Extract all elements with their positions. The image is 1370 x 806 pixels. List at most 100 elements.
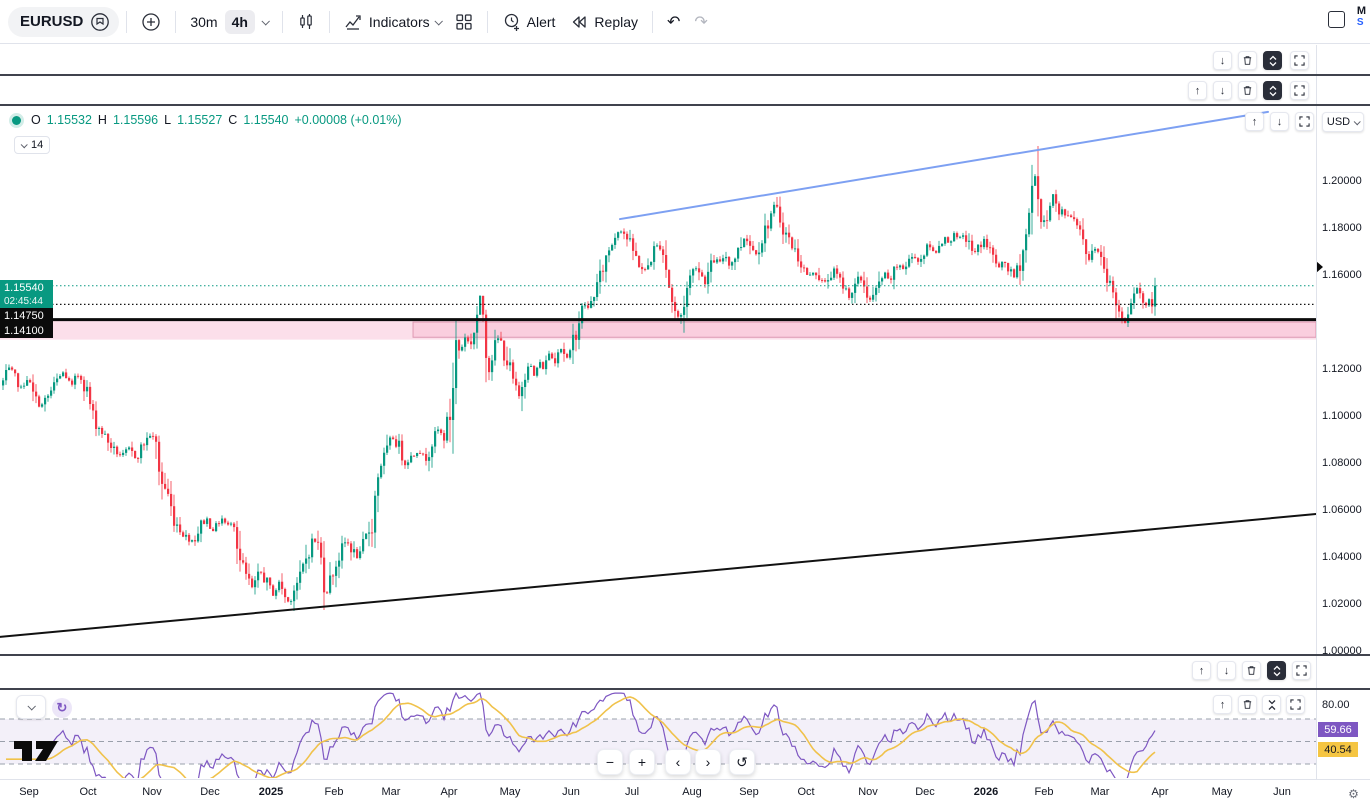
time-tick: Apr [1151, 786, 1169, 798]
time-tick: Aug [682, 786, 702, 798]
currency-label: USD [1326, 116, 1351, 128]
collapsed-indicators-chip[interactable]: 14 [14, 136, 51, 154]
price-tick: 1.20000 [1322, 175, 1362, 187]
pane2-fullscreen-button[interactable] [1290, 81, 1309, 100]
zoom-out-button[interactable]: − [597, 749, 623, 775]
pane2-move-down-button[interactable]: ↓ [1213, 81, 1232, 100]
pane2-maximize-button[interactable] [1263, 81, 1282, 100]
zoom-in-button[interactable]: + [629, 749, 655, 775]
pane3-maximize-button[interactable] [1267, 661, 1286, 680]
chevron-down-icon [20, 140, 28, 148]
symbol-search-button[interactable]: EURUSD [8, 6, 120, 37]
price-tick: 1.04000 [1322, 551, 1362, 563]
scroll-right-button[interactable]: › [695, 749, 721, 775]
time-tick: Nov [858, 786, 878, 798]
bar-countdown-label: 02:45:44 [0, 295, 53, 308]
rsi-pane-delete-button[interactable] [1238, 695, 1257, 714]
pane-separator[interactable] [0, 74, 1370, 76]
chart-style-button[interactable] [290, 9, 322, 35]
indicator-count: 14 [31, 139, 44, 151]
rsi-pane-move-up-button[interactable]: ↑ [1213, 695, 1232, 714]
main-pane-fullscreen-button[interactable] [1295, 112, 1314, 131]
chevron-down-icon [261, 16, 270, 26]
pane3-fullscreen-button[interactable] [1292, 661, 1311, 680]
rsi-pane-collapse-button[interactable] [1262, 695, 1281, 714]
pane1-fullscreen-button[interactable] [1290, 51, 1309, 70]
pane-separator[interactable] [0, 688, 1370, 690]
price-scale[interactable]: 1.20000 1.18000 1.16000 1.12000 1.10000 1.080… [1317, 45, 1370, 779]
low-label: L [164, 113, 172, 127]
compare-add-button[interactable] [134, 8, 168, 36]
indicators-button[interactable]: Indicators [337, 8, 448, 36]
chevron-down-icon [434, 16, 443, 26]
redo-button[interactable]: ↷ [687, 8, 714, 36]
pane2-move-up-button[interactable]: ↑ [1188, 81, 1207, 100]
time-tick: Dec [915, 786, 935, 798]
rsi-ma-value-label: 40.54 [1318, 742, 1358, 757]
rsi-pane-fullscreen-button[interactable] [1286, 695, 1305, 714]
price-scale-marker [1316, 261, 1323, 273]
scroll-left-button[interactable]: ‹ [665, 749, 691, 775]
time-tick: Jun [1273, 786, 1291, 798]
timescale-settings-gear-icon[interactable]: ⚙ [1348, 786, 1359, 801]
pane-separator[interactable] [0, 654, 1370, 656]
time-tick: May [1211, 786, 1233, 798]
toolbar-separator [486, 10, 488, 33]
price-tick: 1.06000 [1322, 504, 1362, 516]
time-tick: Mar [381, 786, 401, 798]
time-scale[interactable]: ⚙ Sep Oct Nov Dec 2025 Feb Mar Apr May Jun Jul Aug S… [0, 779, 1370, 806]
rsi-value-label: 59.66 [1318, 722, 1358, 737]
pane2-delete-button[interactable] [1238, 81, 1257, 100]
time-tick: Feb [324, 786, 344, 798]
price-axis-border [1316, 45, 1317, 779]
clipped-panel-text: M S [1356, 5, 1366, 29]
pane1-maximize-button[interactable] [1263, 51, 1282, 70]
main-pane-move-down-button[interactable]: ↓ [1270, 112, 1289, 131]
screenshot-square-icon[interactable] [1327, 11, 1345, 28]
trendline-ascending-resistance [619, 110, 1269, 221]
price-tick: 1.02000 [1322, 598, 1362, 610]
low-value: 1.15527 [177, 113, 223, 127]
toolbar-separator [281, 10, 283, 33]
time-tick: Oct [797, 786, 815, 798]
pane1-delete-button[interactable] [1238, 51, 1257, 70]
rsi-ma-line [6, 696, 1156, 778]
corner-widgets: M S [1327, 5, 1366, 29]
undo-button[interactable]: ↶ [660, 8, 687, 36]
ohlc-legend[interactable]: O 1.15532 H 1.15596 L 1.15527 C 1.15540 +0.0… [12, 113, 402, 127]
top-toolbar: EURUSD 30m 4h Indicators Alert [0, 0, 1370, 44]
interval-4h-button[interactable]: 4h [224, 9, 255, 34]
clipped-text-line1: M [1356, 5, 1366, 17]
pane3-delete-button[interactable] [1242, 661, 1261, 680]
chevron-down-icon [27, 702, 36, 711]
replay-label: Replay [594, 13, 639, 30]
time-tick: Jul [624, 786, 640, 798]
reset-view-button[interactable]: ↺ [729, 749, 755, 775]
toolbar-separator [652, 10, 654, 33]
pane3-move-up-button[interactable]: ↑ [1192, 661, 1211, 680]
main-pane-move-up-button[interactable]: ↑ [1245, 112, 1264, 131]
pane3-move-down-button[interactable]: ↓ [1217, 661, 1236, 680]
time-tick: Apr [440, 786, 458, 798]
alert-button[interactable]: Alert [495, 8, 563, 36]
indicators-label: Indicators [368, 13, 430, 30]
symbol-badge-icon[interactable] [89, 11, 111, 33]
pane1-move-down-button[interactable]: ↓ [1213, 51, 1232, 70]
price-tick: 1.10000 [1322, 410, 1362, 422]
price-scale-currency-button[interactable]: USD [1322, 112, 1364, 132]
interval-dropdown-button[interactable] [255, 15, 275, 29]
layout-grid-button[interactable] [448, 9, 480, 35]
interval-30m-button[interactable]: 30m [183, 10, 224, 34]
pane-separator[interactable] [0, 104, 1370, 106]
alert-clock-icon [504, 13, 519, 31]
high-value: 1.15596 [112, 113, 159, 127]
rsi-sync-icon[interactable]: ↻ [52, 698, 72, 718]
rsi-legend-collapse-button[interactable] [16, 695, 46, 719]
time-tick: Sep [19, 786, 39, 798]
time-tick-year: 2026 [973, 786, 999, 798]
clipped-text-line2: S [1356, 17, 1364, 28]
tradingview-logo[interactable] [12, 733, 72, 767]
last-price-label: 1.15540 [0, 280, 53, 295]
replay-button[interactable]: Replay [562, 8, 645, 36]
